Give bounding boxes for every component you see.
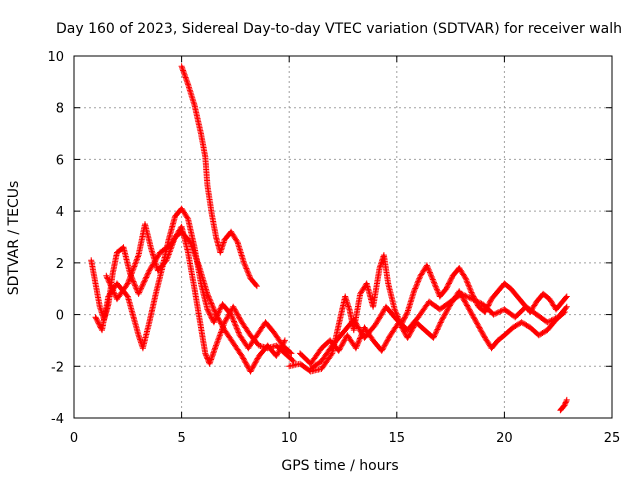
x-tick-label: 0 — [70, 431, 78, 446]
x-tick-label: 25 — [604, 431, 621, 446]
y-axis-title: SDTVAR / TECUs — [6, 181, 22, 296]
y-tick-label: 0 — [56, 309, 64, 324]
chart-title: Day 160 of 2023, Sidereal Day-to-day VTE… — [56, 21, 622, 37]
axis-ticks: 0 5 10 15 20 25 -4 -2 0 2 4 6 8 10 — [47, 50, 620, 446]
x-tick-label: 15 — [389, 431, 406, 446]
y-tick-label: -2 — [51, 360, 64, 375]
x-tick-label: 5 — [177, 431, 185, 446]
plot-frame — [73, 55, 613, 419]
data-points — [178, 63, 260, 290]
series-track-2 — [92, 205, 295, 357]
x-tick-label: 10 — [281, 431, 298, 446]
y-tick-label: 4 — [56, 205, 64, 220]
data-points — [557, 396, 570, 414]
y-tick-label: 8 — [56, 102, 64, 117]
y-tick-label: 6 — [56, 153, 64, 168]
y-tick-label: 2 — [56, 257, 64, 272]
data-points — [92, 205, 295, 357]
series-track-4 — [178, 63, 260, 290]
series-track-5 — [286, 252, 570, 375]
series-track-3 — [103, 221, 288, 375]
x-axis-title: GPS time / hours — [281, 458, 398, 474]
series-track-8 — [557, 396, 570, 414]
y-tick-label: -4 — [51, 412, 64, 427]
data-points — [103, 221, 288, 375]
data-series — [88, 63, 570, 414]
grid-lines — [74, 56, 612, 418]
series-track-7 — [307, 290, 570, 372]
data-points — [286, 252, 570, 375]
data-points — [307, 290, 570, 372]
y-tick-label: 10 — [47, 50, 64, 65]
x-tick-label: 20 — [496, 431, 513, 446]
